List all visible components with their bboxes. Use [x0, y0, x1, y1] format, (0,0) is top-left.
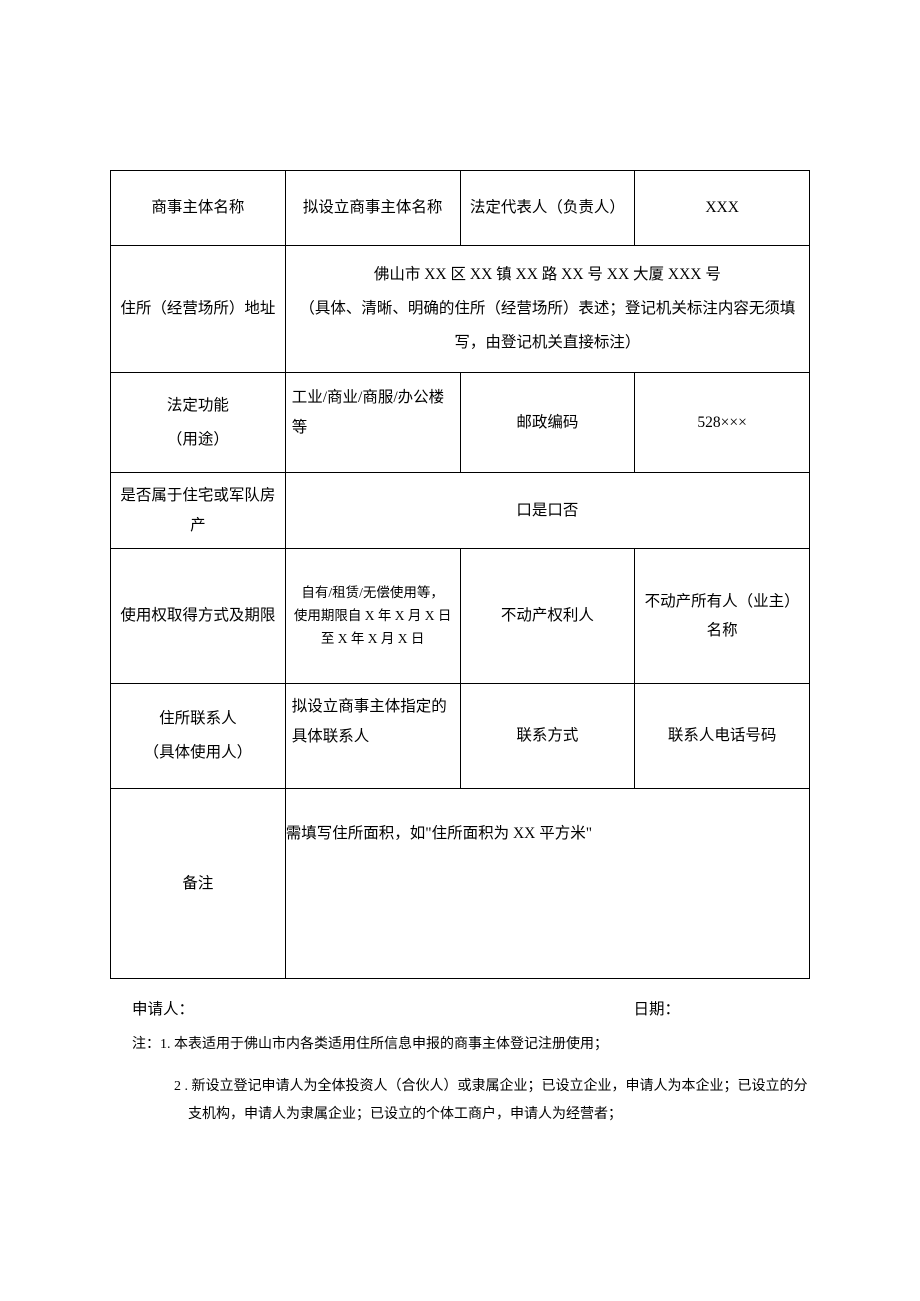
cell-legal-rep-value: XXX — [635, 171, 810, 246]
note-1: 注：1. 本表适用于佛山市内各类适用住所信息申报的商事主体登记注册使用； — [132, 1031, 810, 1059]
row-subject-name: 商事主体名称 拟设立商事主体名称 法定代表人（负责人） XXX — [111, 171, 810, 246]
cell-remarks-label: 备注 — [111, 789, 286, 979]
row-remarks: 备注 需填写住所面积，如"住所面积为 XX 平方米" — [111, 789, 810, 979]
date-label: 日期： — [633, 997, 680, 1019]
note-2: 2 . 新设立登记申请人为全体投资人（合伙人）或隶属企业；已设立企业，申请人为本… — [132, 1073, 810, 1129]
declaration-form-table: 商事主体名称 拟设立商事主体名称 法定代表人（负责人） XXX 住所（经营场所）… — [110, 170, 810, 979]
address-line1: 佛山市 XX 区 XX 镇 XX 路 XX 号 XX 大厦 XXX 号 — [294, 258, 801, 292]
cell-postcode-value: 528××× — [635, 373, 810, 473]
applicant-label: 申请人： — [132, 997, 194, 1019]
cell-address-value: 佛山市 XX 区 XX 镇 XX 路 XX 号 XX 大厦 XXX 号 （具体、… — [285, 246, 809, 373]
cell-function-label: 法定功能 （用途） — [111, 373, 286, 473]
row-residential-military: 是否属于住宅或军队房产 口是口否 — [111, 473, 810, 549]
address-line2: （具体、清晰、明确的住所（经营场所）表述；登记机关标注内容无须填写，由登记机关直… — [294, 292, 801, 360]
cell-contact-method-value: 联系人电话号码 — [635, 684, 810, 789]
cell-property-owner-value: 不动产所有人（业主）名称 — [635, 549, 810, 684]
cell-contact-value: 拟设立商事主体指定的具体联系人 — [285, 684, 460, 789]
cell-function-value: 工业/商业/商服/办公楼等 — [285, 373, 460, 473]
cell-property-owner-label: 不动产权利人 — [460, 549, 635, 684]
contact-label-line1: 住所联系人 — [117, 702, 279, 736]
cell-contact-label: 住所联系人 （具体使用人） — [111, 684, 286, 789]
row-address: 住所（经营场所）地址 佛山市 XX 区 XX 镇 XX 路 XX 号 XX 大厦… — [111, 246, 810, 373]
row-contact: 住所联系人 （具体使用人） 拟设立商事主体指定的具体联系人 联系方式 联系人电话… — [111, 684, 810, 789]
cell-contact-method-label: 联系方式 — [460, 684, 635, 789]
cell-resmil-label: 是否属于住宅或军队房产 — [111, 473, 286, 549]
cell-subject-name-value: 拟设立商事主体名称 — [285, 171, 460, 246]
footer-section: 申请人： 日期： 注：1. 本表适用于佛山市内各类适用住所信息申报的商事主体登记… — [110, 997, 810, 1129]
cell-subject-name-label: 商事主体名称 — [111, 171, 286, 246]
cell-resmil-value: 口是口否 — [285, 473, 809, 549]
applicant-date-row: 申请人： 日期： — [110, 997, 810, 1019]
row-usage-right: 使用权取得方式及期限 自有/租赁/无偿使用等， 使用期限自 X 年 X 月 X … — [111, 549, 810, 684]
cell-address-label: 住所（经营场所）地址 — [111, 246, 286, 373]
function-label-line1: 法定功能 — [117, 389, 279, 423]
function-label-line2: （用途） — [117, 423, 279, 457]
cell-postcode-label: 邮政编码 — [460, 373, 635, 473]
cell-legal-rep-label: 法定代表人（负责人） — [460, 171, 635, 246]
cell-usage-value: 自有/租赁/无偿使用等， 使用期限自 X 年 X 月 X 日至 X 年 X 月 … — [285, 549, 460, 684]
cell-remarks-value: 需填写住所面积，如"住所面积为 XX 平方米" — [285, 789, 809, 979]
row-function: 法定功能 （用途） 工业/商业/商服/办公楼等 邮政编码 528××× — [111, 373, 810, 473]
notes-section: 注：1. 本表适用于佛山市内各类适用住所信息申报的商事主体登记注册使用； 2 .… — [110, 1031, 810, 1129]
contact-label-line2: （具体使用人） — [117, 736, 279, 770]
usage-value-line2: 使用期限自 X 年 X 月 X 日至 X 年 X 月 X 日 — [292, 605, 454, 651]
usage-value-line1: 自有/租赁/无偿使用等， — [292, 582, 454, 605]
cell-usage-label: 使用权取得方式及期限 — [111, 549, 286, 684]
